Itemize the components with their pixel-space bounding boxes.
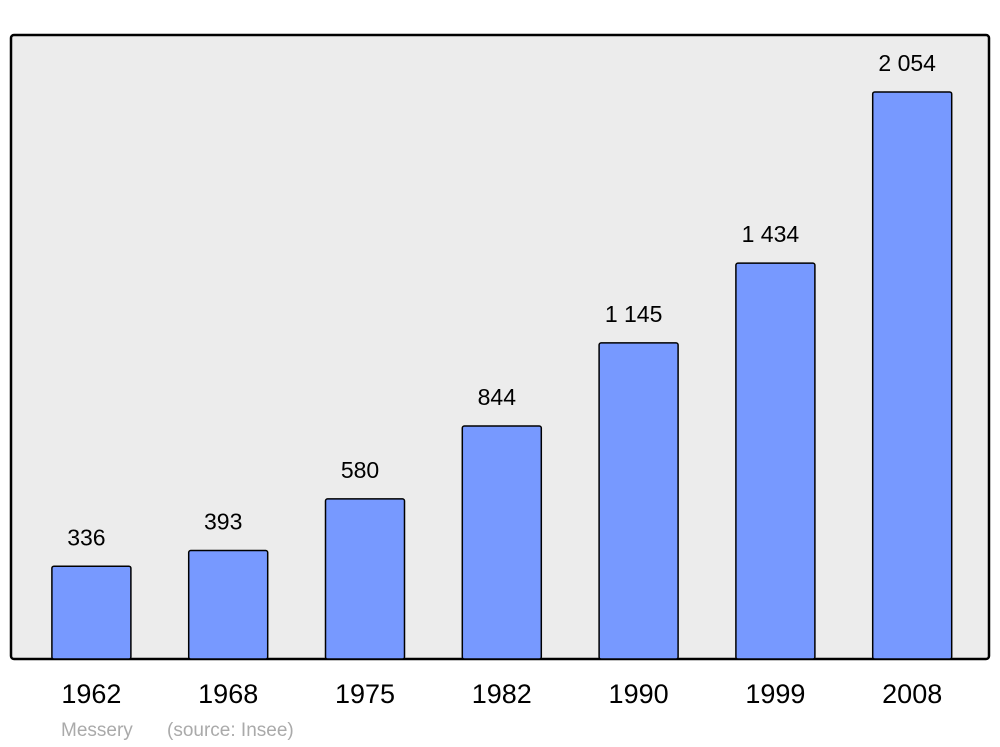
bar [461,425,543,660]
x-tick-label: 2008 [882,679,942,709]
bar [598,342,679,660]
value-label: 844 [478,384,517,410]
x-tick-label: 1962 [61,679,121,709]
value-label: 336 [67,524,105,550]
source-note: (source: Insee) [167,720,294,741]
value-label: 2 054 [878,50,936,76]
bar [187,549,269,660]
value-label: 393 [204,509,242,535]
x-tick-label: 1968 [198,679,258,709]
bar [735,262,816,660]
chart-title: Messery [61,720,133,741]
x-tick-label: 1999 [745,679,805,709]
x-tick-label: 1982 [472,679,532,709]
x-tick-label: 1990 [609,679,669,709]
value-label: 1 434 [742,221,800,247]
value-label: 1 145 [605,301,663,327]
x-tick-label: 1975 [335,679,395,709]
bar [324,498,406,660]
bar [871,91,953,660]
value-label: 580 [341,457,379,483]
bar [51,565,132,660]
